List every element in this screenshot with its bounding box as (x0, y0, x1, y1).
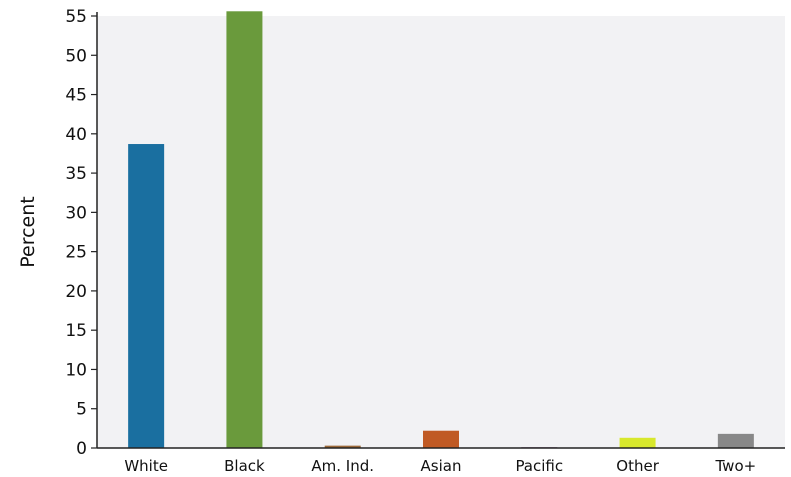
x-ticks-layer: White Black Am. Ind. Asian Pacific Other Two+ (124, 457, 756, 475)
bar-two (717, 433, 754, 448)
bar-white (128, 144, 165, 448)
y-tick-label: 55 (65, 7, 87, 27)
x-category-label: Pacific (515, 457, 563, 475)
plot-background (97, 16, 785, 448)
y-tick-label: 15 (65, 321, 87, 341)
y-tick-label: 10 (65, 360, 87, 380)
x-category-label: Asian (421, 457, 462, 475)
bar-asian (423, 430, 459, 448)
y-tick-label: 20 (65, 282, 87, 302)
x-category-label: White (124, 457, 168, 475)
y-tick-label: 40 (65, 125, 87, 145)
bar-am-ind (324, 445, 361, 448)
x-category-label: Other (616, 457, 659, 475)
bars-layer (128, 11, 754, 449)
bar-other (619, 437, 656, 448)
y-tick-label: 30 (65, 203, 87, 223)
x-category-label: Am. Ind. (311, 457, 374, 475)
y-tick-label: 25 (65, 243, 87, 263)
y-tick-label: 5 (76, 400, 87, 420)
bar-black (226, 11, 263, 449)
x-category-label: Black (224, 457, 265, 475)
y-axis-title: Percent (17, 196, 39, 268)
y-tick-label: 0 (76, 439, 87, 459)
x-category-label: Two+ (715, 457, 757, 475)
y-tick-label: 35 (65, 164, 87, 184)
y-tick-label: 45 (65, 86, 87, 106)
y-tick-label: 50 (65, 46, 87, 66)
y-ticks-layer: 0 5 10 15 20 25 30 35 40 45 50 55 (65, 7, 97, 459)
